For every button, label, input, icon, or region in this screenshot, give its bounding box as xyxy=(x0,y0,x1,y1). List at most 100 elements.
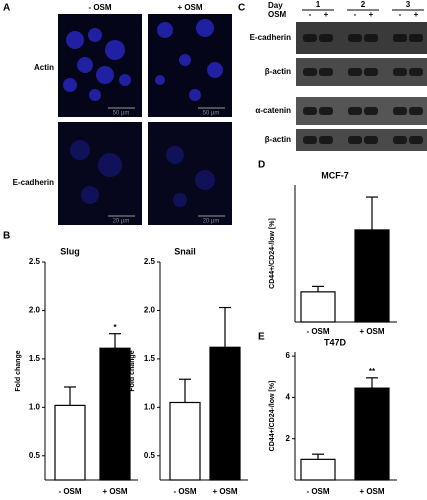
y-tick-label: 1.0 xyxy=(29,402,41,411)
y-tick-label: 2 xyxy=(286,434,291,443)
band xyxy=(409,34,423,42)
y-tick-label: 0.5 xyxy=(29,451,41,460)
y-tick-label: 2.0 xyxy=(29,306,41,315)
cells xyxy=(70,140,215,207)
day: 3 xyxy=(406,0,411,9)
band xyxy=(393,68,407,76)
band xyxy=(393,107,407,115)
bar xyxy=(209,346,241,481)
column-header: + OSM xyxy=(177,3,202,12)
band xyxy=(393,34,407,42)
scale-bar-label: 50 µm xyxy=(113,111,130,117)
band xyxy=(409,136,423,144)
panel-label: A xyxy=(3,3,10,14)
bar xyxy=(300,458,336,481)
panel-label: C xyxy=(238,3,245,14)
x-tick-label: + OSM xyxy=(359,487,384,496)
treatment: - xyxy=(354,10,357,19)
chart-title: MCF-7 xyxy=(321,170,349,180)
y-tick-label: 4 xyxy=(286,393,291,402)
bar xyxy=(300,291,336,323)
band xyxy=(348,107,362,115)
day: 2 xyxy=(361,0,366,9)
band xyxy=(319,68,333,76)
y-tick-label: 2.0 xyxy=(144,306,156,315)
band-label: E-cadherin xyxy=(250,33,291,42)
significance: ** xyxy=(369,367,376,376)
x-tick-label: - OSM xyxy=(306,327,329,336)
scale-bar-label: 20 µm xyxy=(203,219,220,225)
microscopy xyxy=(58,14,232,225)
x-tick-label: - OSM xyxy=(173,487,196,496)
y-tick-label: 0.5 xyxy=(144,451,156,460)
band xyxy=(409,68,423,76)
band xyxy=(348,136,362,144)
band xyxy=(319,34,333,42)
band xyxy=(303,68,317,76)
bar xyxy=(54,404,86,481)
band xyxy=(364,34,378,42)
band xyxy=(364,136,378,144)
column-header: - OSM xyxy=(88,3,111,12)
treatment-label: OSM xyxy=(268,10,287,19)
y-tick-label: 1.5 xyxy=(29,354,41,363)
panel-label: D xyxy=(258,160,265,171)
chart-title: Slug xyxy=(60,246,80,256)
x-tick-label: + OSM xyxy=(359,327,384,336)
x-tick-label: + OSM xyxy=(212,487,237,496)
scale-bar-label: 50 µm xyxy=(203,111,220,117)
panel-label: E xyxy=(258,332,265,343)
bar xyxy=(354,229,390,323)
scale-bars xyxy=(108,107,225,217)
panel-label: B xyxy=(3,231,10,242)
image xyxy=(148,122,232,225)
significance: * xyxy=(113,323,117,332)
y-tick-label: 2.5 xyxy=(29,257,41,266)
band xyxy=(364,107,378,115)
band-label: β-actin xyxy=(265,135,291,144)
chart-title: Snail xyxy=(174,246,196,256)
bar xyxy=(169,401,201,481)
western-blot xyxy=(296,22,427,151)
y-tick-label: 1.0 xyxy=(144,402,156,411)
y-tick-label: 6 xyxy=(286,351,291,360)
day: 1 xyxy=(316,0,321,9)
scale-bar-label: 20 µm xyxy=(113,219,130,225)
band xyxy=(303,34,317,42)
bar xyxy=(354,387,390,481)
band xyxy=(303,107,317,115)
y-tick-label: 1.5 xyxy=(144,354,156,363)
day-label: Day xyxy=(268,1,283,10)
y-tick-label: 2.5 xyxy=(144,257,156,266)
band xyxy=(409,107,423,115)
row-label: E-cadherin xyxy=(13,178,54,187)
band xyxy=(364,68,378,76)
treatment: + xyxy=(324,10,329,19)
x-tick-label: + OSM xyxy=(102,487,127,496)
band-label: β-actin xyxy=(265,67,291,76)
band-label: α-catenin xyxy=(255,106,291,115)
bar xyxy=(99,347,131,481)
band xyxy=(348,34,362,42)
image xyxy=(58,14,142,117)
cells xyxy=(63,19,223,101)
treatment: - xyxy=(309,10,312,19)
band xyxy=(319,136,333,144)
y-axis-label: CD44+/CD24-/low [%] xyxy=(269,218,276,289)
y-axis-label: Fold change xyxy=(129,350,136,391)
y-axis-label: Fold change xyxy=(15,350,22,391)
band xyxy=(303,136,317,144)
treatment: - xyxy=(399,10,402,19)
treatment: + xyxy=(369,10,374,19)
row-label: Actin xyxy=(34,63,54,72)
treatment: + xyxy=(414,10,419,19)
band xyxy=(348,68,362,76)
band xyxy=(319,107,333,115)
band xyxy=(393,136,407,144)
y-axis-label: CD44+/CD24-/low [%] xyxy=(269,381,276,452)
x-tick-label: - OSM xyxy=(58,487,81,496)
chart-title: T47D xyxy=(324,337,347,347)
x-tick-label: - OSM xyxy=(306,487,329,496)
